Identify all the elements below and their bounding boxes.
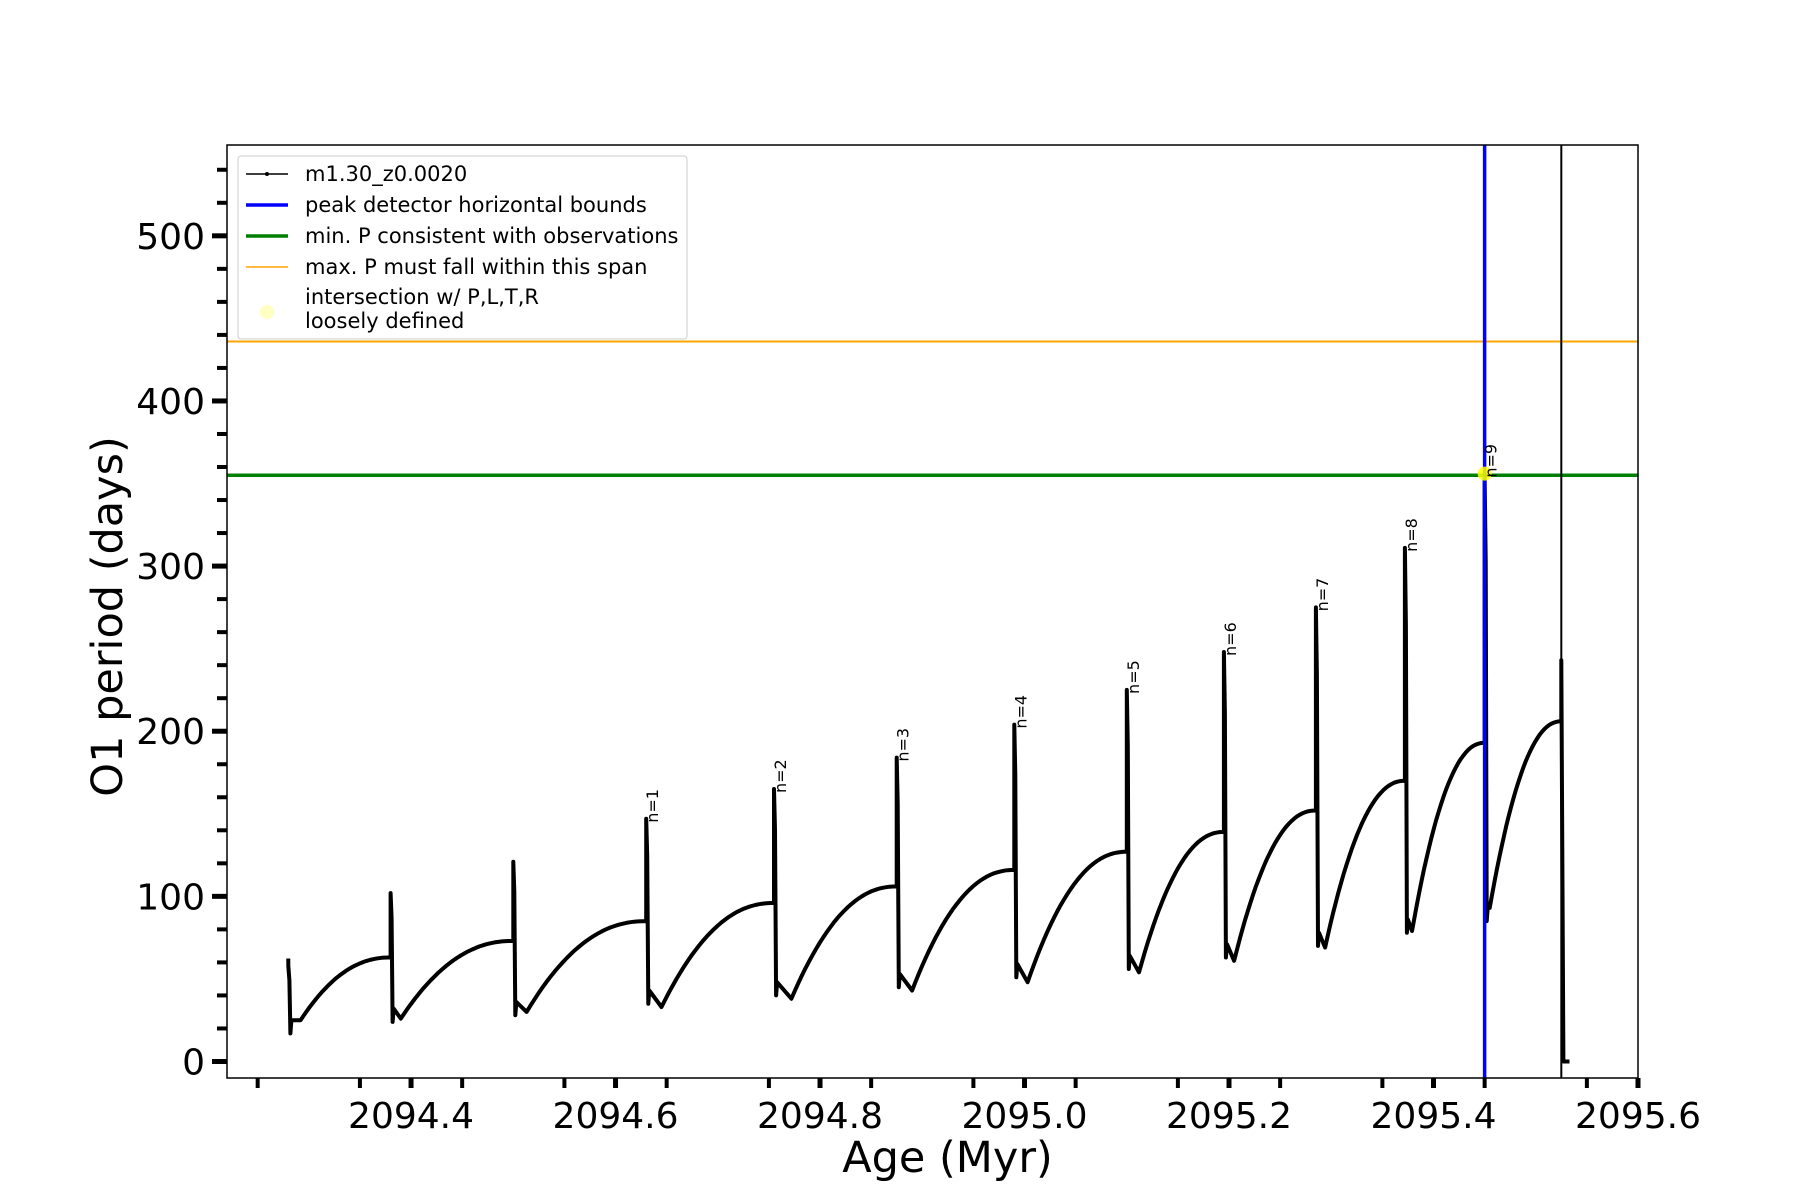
x-tick-label: 2094.4 (348, 1096, 474, 1137)
cycle-annotation: n=6 (1221, 622, 1240, 656)
x-tick-label: 2095.6 (1575, 1096, 1701, 1137)
legend-box (237, 155, 688, 340)
x-tick-label: 2095.0 (962, 1096, 1088, 1137)
legend-label: intersection w/ P,L,T,R (305, 285, 539, 309)
annotations-layer: n=1 n=2 n=3 n=4 n=5 n=6 n=7 n=8 n=9 (643, 444, 1500, 823)
y-tick-label: 0 (182, 1042, 205, 1083)
cycle-annotation: n=1 (643, 789, 662, 823)
cycle-annotation: n=4 (1011, 695, 1030, 729)
plot-area-frame (226, 144, 1639, 1079)
y-axis-label: O1 period (days) (83, 436, 133, 797)
y-tick-label: 300 (136, 547, 205, 588)
y-tick-label: 100 (136, 877, 205, 918)
cycle-annotation: n=8 (1402, 518, 1421, 552)
y-tick-label: 500 (136, 217, 205, 258)
x-tick-label: 2094.8 (757, 1096, 883, 1137)
legend-swatch-marker (265, 172, 269, 176)
cycle-annotation: n=7 (1313, 578, 1332, 612)
legend-label: loosely defined (305, 309, 464, 333)
x-tick-label: 2094.6 (553, 1096, 679, 1137)
series-line-m1.30_z0.0020 (286, 471, 1570, 1064)
legend-label: peak detector horizontal bounds (305, 193, 647, 217)
legend-label: max. P must fall within this span (305, 255, 647, 279)
cycle-annotation: n=5 (1124, 660, 1143, 694)
y-tick-label: 400 (136, 382, 205, 423)
reference-lines-layer (227, 145, 1638, 1078)
series-layer (286, 471, 1570, 1064)
x-tick-label: 2095.4 (1371, 1096, 1497, 1137)
intersection-marker (1477, 466, 1492, 481)
y-tick-label: 200 (136, 712, 205, 753)
cycle-annotation: n=2 (771, 759, 790, 793)
legend-label: m1.30_z0.0020 (305, 162, 467, 187)
x-tick-label: 2095.2 (1166, 1096, 1292, 1137)
legend-label: min. P consistent with observations (305, 224, 678, 248)
cycle-annotation: n=3 (894, 728, 913, 762)
cycle-annotation: n=9 (1482, 444, 1501, 478)
x-axis-label: Age (Myr) (842, 1133, 1053, 1183)
axes-layer: 2094.4 2094.6 2094.8 2095.0 2095.2 2095.4 2095… (136, 167, 1701, 1137)
legend-marker (260, 305, 274, 319)
